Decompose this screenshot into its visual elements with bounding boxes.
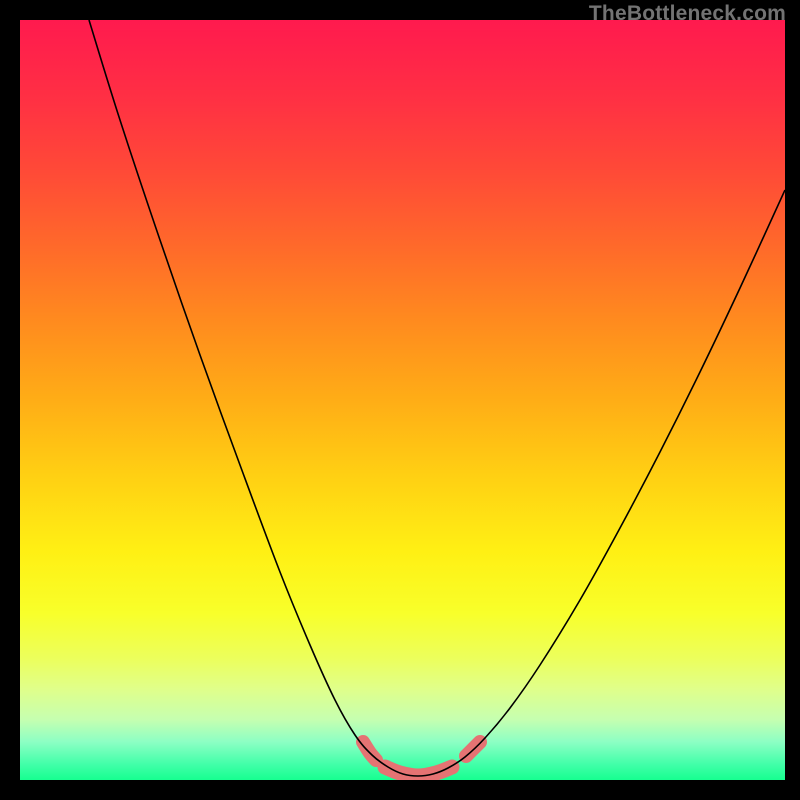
frame-right <box>785 0 800 800</box>
watermark-text: TheBottleneck.com <box>589 2 786 26</box>
gradient-background <box>20 20 785 780</box>
frame-bottom <box>0 780 800 800</box>
bottleneck-chart <box>20 20 785 780</box>
frame-left <box>0 0 20 800</box>
